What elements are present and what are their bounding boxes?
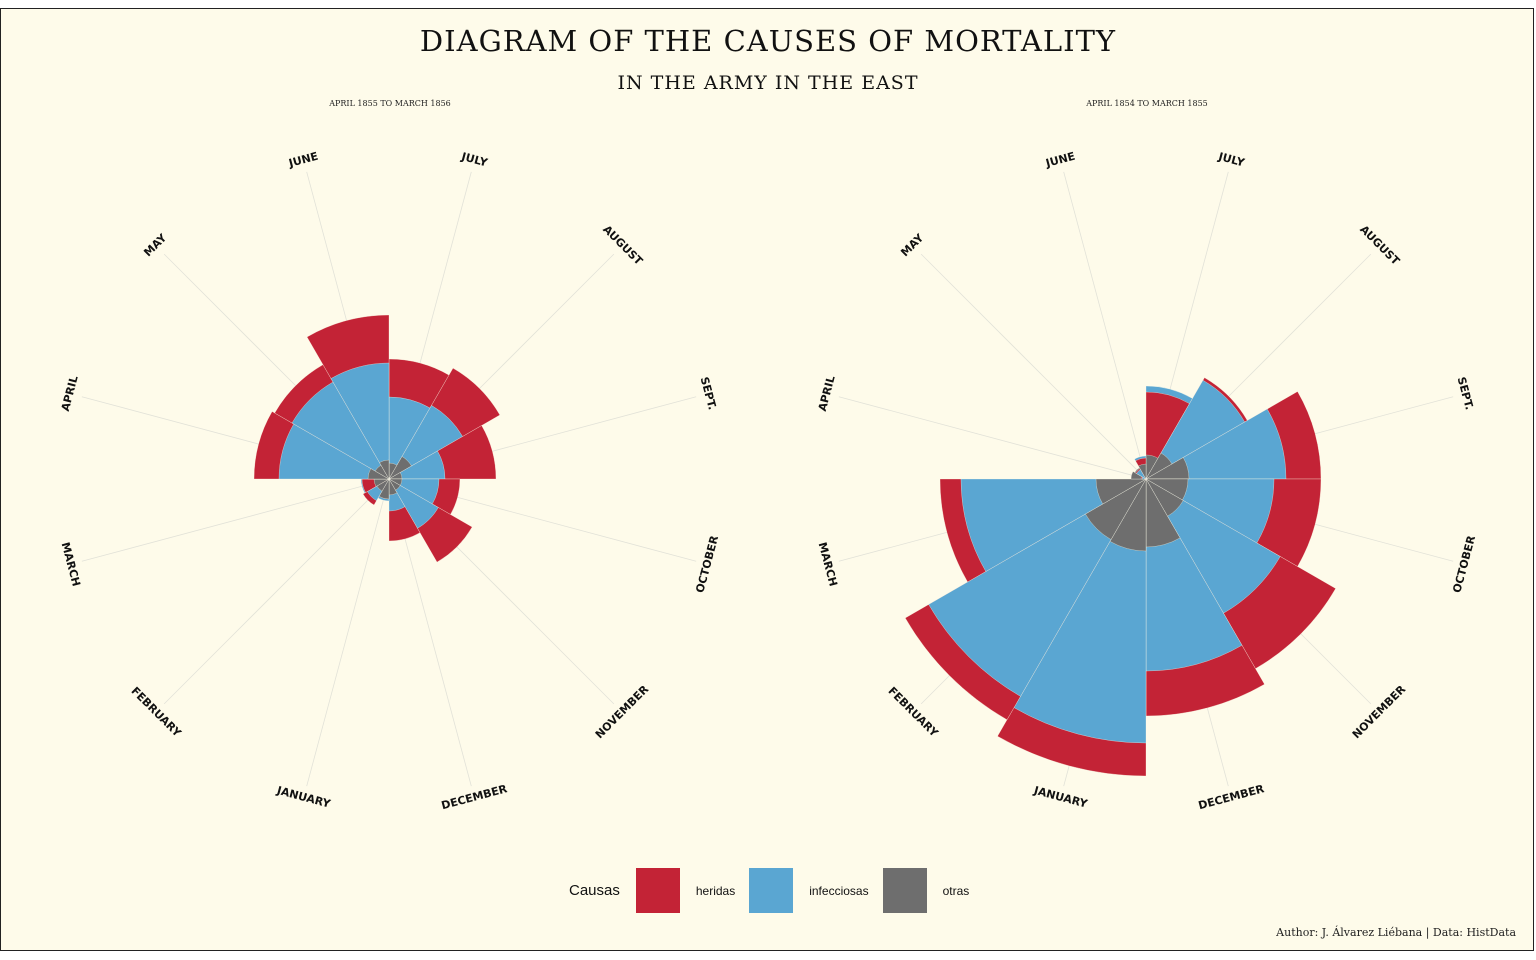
wedge-otras-june	[1138, 463, 1147, 480]
legend-label-heridas: heridas	[695, 883, 736, 898]
month-label: APRIL	[59, 374, 81, 412]
grid-line	[1063, 171, 1147, 480]
chart-subtitle: IN THE ARMY IN THE EAST	[617, 72, 919, 94]
grid-line	[81, 478, 390, 562]
grid-line	[920, 253, 1147, 480]
month-label: MARCH	[816, 541, 840, 588]
month-label: JUNE	[286, 150, 319, 171]
month-label: JULY	[459, 150, 490, 170]
wedge-infecciosas-march	[960, 478, 1147, 572]
month-label: JUNE	[1043, 150, 1076, 171]
month-label: MAY	[898, 231, 927, 260]
rose-chart-right: JULYAUGUSTSEPT.OCTOBERNOVEMBERDECEMBERJA…	[816, 150, 1479, 813]
month-label: OCTOBER	[693, 534, 721, 595]
month-label: OCTOBER	[1450, 534, 1478, 595]
caption: Author: J. Álvarez Liébana | Data: HistD…	[1276, 926, 1516, 939]
legend-swatch-infecciosas	[749, 868, 794, 913]
month-label: SEPT.	[698, 376, 719, 412]
legend-title: Causas	[569, 882, 620, 899]
legend: Causas heridas infecciosas otras	[569, 868, 983, 913]
month-label: FEBRUARY	[885, 684, 941, 740]
legend-label-otras: otras	[942, 883, 970, 898]
legend-swatch-heridas	[635, 868, 680, 913]
left-panel-label: APRIL 1855 TO MARCH 1856	[329, 99, 451, 108]
month-label: DECEMBER	[440, 782, 509, 812]
month-label: APRIL	[816, 374, 838, 412]
chart-title: DIAGRAM OF THE CAUSES OF MORTALITY	[419, 24, 1117, 58]
wedge-infecciosas-june	[330, 362, 390, 480]
wedge-infecciosas-january	[1013, 478, 1147, 744]
rose-chart-left: JULYAUGUSTSEPT.OCTOBERNOVEMBERDECEMBERJA…	[59, 150, 722, 813]
month-label: MARCH	[59, 541, 83, 588]
month-label: SEPT.	[1455, 376, 1476, 412]
legend-swatch-otras	[882, 868, 927, 913]
grid-line	[838, 396, 1147, 480]
grid-line	[306, 478, 390, 787]
right-panel-label: APRIL 1854 TO MARCH 1855	[1086, 99, 1208, 108]
month-label: JULY	[1216, 150, 1247, 170]
wedge-otras-march	[1095, 478, 1147, 505]
month-label: JANUARY	[275, 784, 333, 811]
month-label: FEBRUARY	[128, 684, 184, 740]
month-label: MAY	[141, 231, 170, 260]
month-label: DECEMBER	[1197, 782, 1266, 812]
grid-line	[163, 478, 390, 705]
wedge-otras-june	[379, 459, 390, 480]
wedge-infecciosas-february	[928, 478, 1147, 697]
month-label: JANUARY	[1032, 784, 1090, 811]
legend-label-infecciosas: infecciosas	[809, 883, 869, 898]
